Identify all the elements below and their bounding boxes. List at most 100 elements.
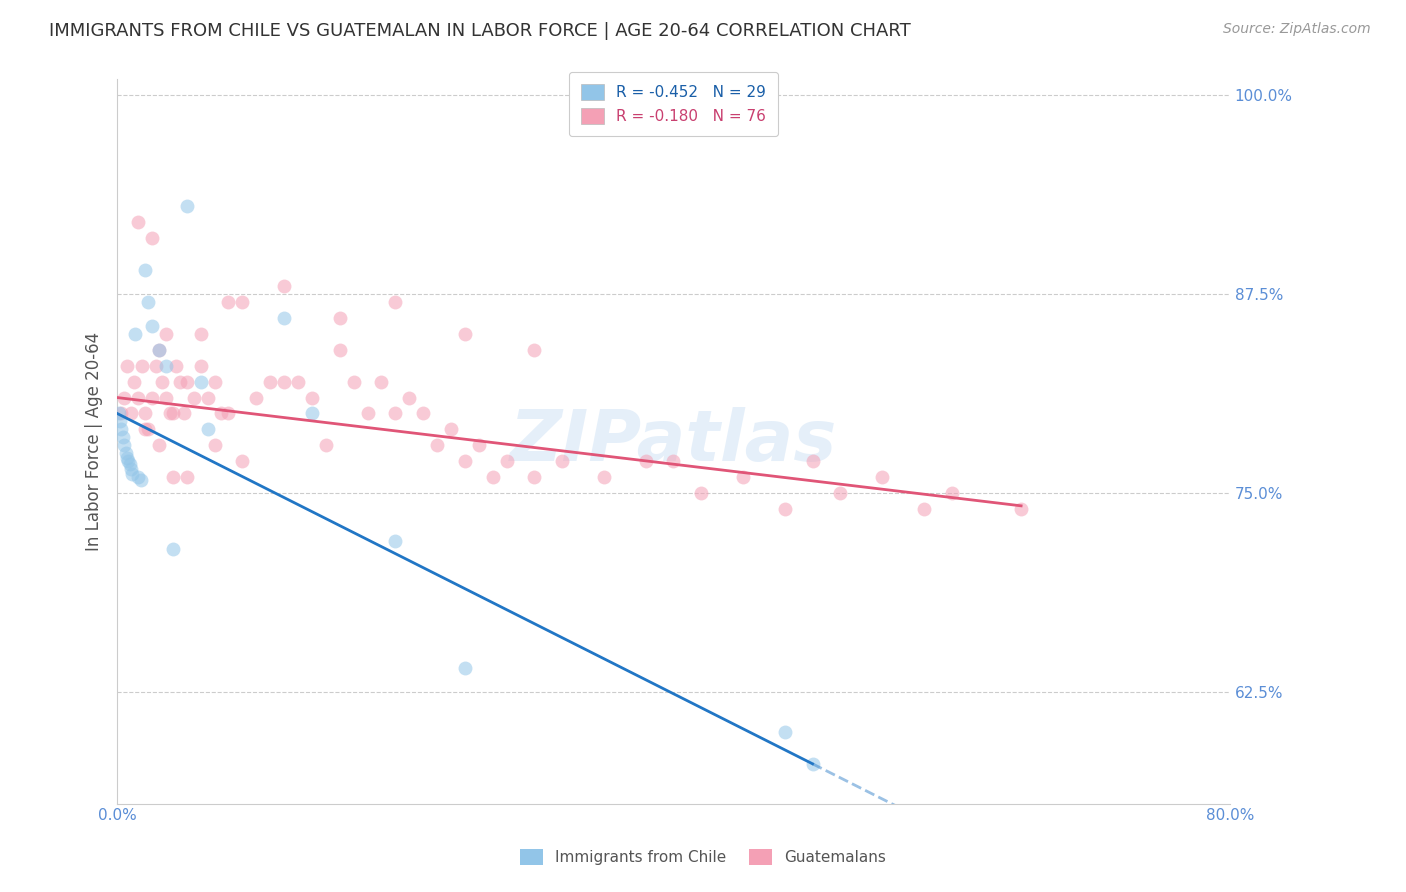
Point — [204, 438, 226, 452]
Point — [162, 407, 184, 421]
Point — [155, 359, 177, 373]
Point — [523, 343, 546, 357]
Point — [115, 451, 138, 466]
Point — [115, 359, 138, 373]
Point — [231, 454, 253, 468]
Point — [190, 359, 212, 373]
Point — [107, 407, 129, 421]
Point — [190, 375, 212, 389]
Point — [454, 661, 477, 675]
Point — [148, 343, 170, 357]
Point — [159, 407, 181, 421]
Legend: R = -0.452   N = 29, R = -0.180   N = 76: R = -0.452 N = 29, R = -0.180 N = 76 — [568, 72, 778, 136]
Point — [1010, 502, 1032, 516]
Point — [440, 422, 463, 436]
Point — [523, 470, 546, 484]
Point — [217, 295, 239, 310]
Point — [217, 407, 239, 421]
Point — [204, 375, 226, 389]
Point — [315, 438, 337, 452]
Point — [690, 486, 713, 500]
Point — [356, 407, 378, 421]
Point — [127, 470, 149, 484]
Point — [121, 467, 143, 481]
Point — [731, 470, 754, 484]
Point — [108, 414, 131, 428]
Point — [662, 454, 685, 468]
Point — [468, 438, 491, 452]
Point — [301, 407, 323, 421]
Point — [129, 474, 152, 488]
Point — [124, 326, 146, 341]
Point — [150, 375, 173, 389]
Point — [870, 470, 893, 484]
Point — [155, 391, 177, 405]
Point — [801, 454, 824, 468]
Point — [136, 422, 159, 436]
Point — [173, 407, 195, 421]
Point — [120, 462, 142, 476]
Point — [211, 407, 233, 421]
Point — [141, 318, 163, 333]
Point — [342, 375, 364, 389]
Point — [141, 231, 163, 245]
Point — [231, 295, 253, 310]
Point — [120, 407, 142, 421]
Point — [197, 391, 219, 405]
Point — [112, 391, 135, 405]
Point — [773, 725, 796, 739]
Point — [127, 391, 149, 405]
Point — [134, 407, 156, 421]
Point — [183, 391, 205, 405]
Legend: Immigrants from Chile, Guatemalans: Immigrants from Chile, Guatemalans — [513, 843, 893, 871]
Point — [111, 430, 134, 444]
Point — [384, 533, 406, 548]
Point — [384, 407, 406, 421]
Point — [454, 454, 477, 468]
Point — [134, 263, 156, 277]
Point — [426, 438, 449, 452]
Point — [287, 375, 309, 389]
Point — [169, 375, 191, 389]
Point — [114, 446, 136, 460]
Point — [118, 458, 141, 472]
Point — [155, 326, 177, 341]
Point — [110, 422, 132, 436]
Point — [148, 438, 170, 452]
Point — [495, 454, 517, 468]
Point — [370, 375, 392, 389]
Point — [112, 438, 135, 452]
Point — [134, 422, 156, 436]
Point — [384, 295, 406, 310]
Point — [110, 407, 132, 421]
Point — [259, 375, 281, 389]
Point — [141, 391, 163, 405]
Y-axis label: In Labor Force | Age 20-64: In Labor Force | Age 20-64 — [86, 332, 103, 551]
Point — [145, 359, 167, 373]
Point — [122, 375, 145, 389]
Point — [197, 422, 219, 436]
Point — [912, 502, 935, 516]
Text: IMMIGRANTS FROM CHILE VS GUATEMALAN IN LABOR FORCE | AGE 20-64 CORRELATION CHART: IMMIGRANTS FROM CHILE VS GUATEMALAN IN L… — [49, 22, 911, 40]
Point — [551, 454, 574, 468]
Point — [148, 343, 170, 357]
Point — [117, 454, 139, 468]
Point — [190, 326, 212, 341]
Point — [329, 310, 352, 325]
Point — [329, 343, 352, 357]
Point — [398, 391, 420, 405]
Point — [412, 407, 434, 421]
Point — [176, 199, 198, 213]
Point — [176, 375, 198, 389]
Point — [941, 486, 963, 500]
Point — [162, 541, 184, 556]
Text: ZIPatlas: ZIPatlas — [510, 407, 837, 475]
Point — [454, 326, 477, 341]
Point — [593, 470, 616, 484]
Point — [245, 391, 267, 405]
Point — [162, 470, 184, 484]
Point — [481, 470, 503, 484]
Point — [165, 359, 187, 373]
Point — [273, 375, 295, 389]
Point — [634, 454, 657, 468]
